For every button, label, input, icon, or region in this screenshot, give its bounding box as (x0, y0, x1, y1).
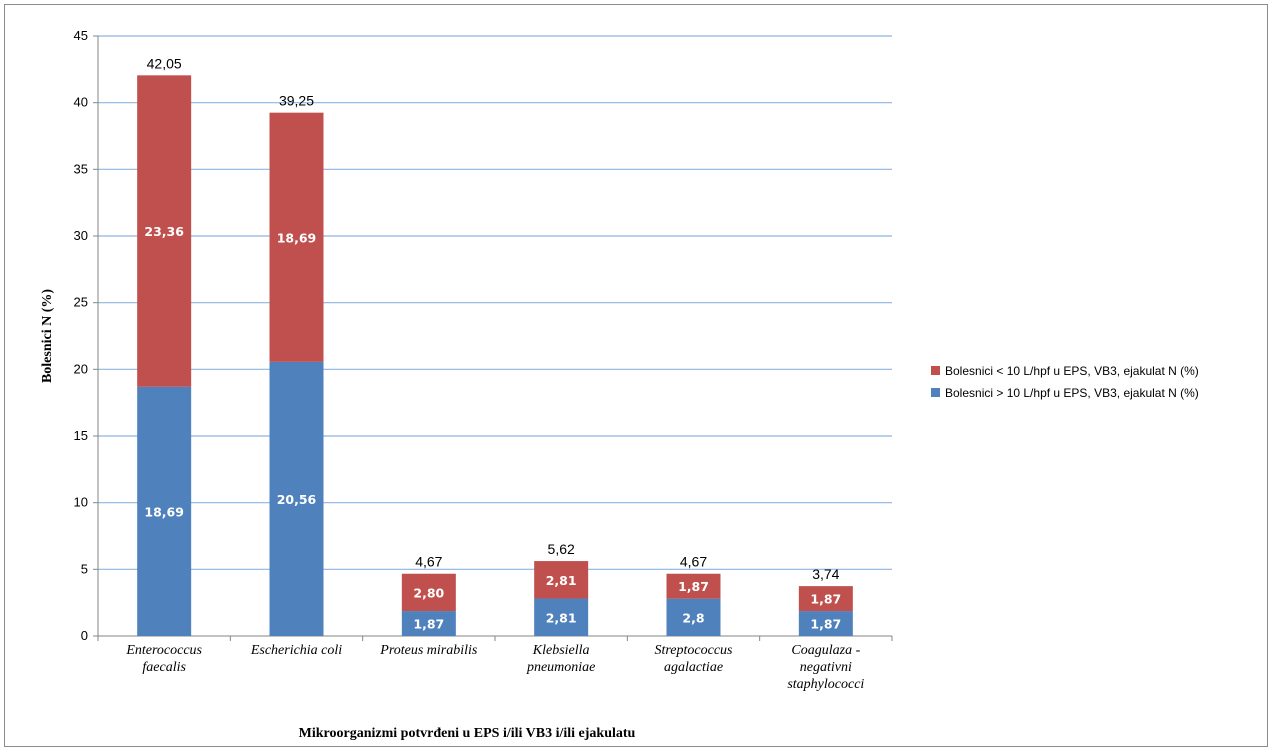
total-value-label: 5,62 (548, 541, 575, 557)
category-label: faecalis (142, 660, 186, 675)
segment-value-label: 20,56 (277, 492, 317, 507)
segment-value-label: 2,8 (682, 610, 704, 625)
x-axis-title: Mikroorganizmi potvrđeni u EPS i/ili VB3… (299, 726, 636, 741)
bar-segment (534, 598, 589, 636)
category-label: Streptococcus (654, 643, 733, 658)
bar-segment (269, 112, 324, 362)
y-tick-label: 5 (81, 561, 88, 576)
y-tick-label: 25 (74, 295, 88, 310)
segment-value-label: 18,69 (277, 230, 317, 245)
y-tick-label: 0 (81, 628, 88, 643)
category-label: agalactiae (664, 660, 723, 675)
total-value-label: 4,67 (415, 554, 442, 570)
total-value-label: 4,67 (680, 554, 707, 570)
segment-value-label: 1,87 (413, 617, 444, 632)
legend-entry: Bolesnici < 10 L/hpf u EPS, VB3, ejakula… (945, 364, 1199, 378)
legend-swatch (931, 366, 940, 375)
segment-value-label: 23,36 (144, 224, 184, 239)
total-value-label: 42,05 (147, 55, 182, 71)
segment-value-label: 1,87 (810, 617, 841, 632)
category-label: Escherichia coli (250, 643, 342, 658)
y-tick-label: 35 (74, 161, 88, 176)
category-label: negativni (800, 660, 852, 675)
bar-segment (798, 611, 853, 636)
category-label: staphylococci (787, 677, 864, 692)
stacked-bar-chart: 0 5 10 15 20 25 30 35 40 45 18,69 23,36 42,05 Enteroc… (40, 28, 1199, 741)
bar-segment (137, 386, 192, 636)
bar-segment (269, 361, 324, 636)
category-label: Enterococcus (125, 643, 202, 658)
chart-frame: 0 5 10 15 20 25 30 35 40 45 18,69 23,36 42,05 Enteroc… (4, 4, 1268, 747)
y-tick-label: 45 (74, 28, 88, 43)
category-label: pneumoniae (526, 660, 595, 675)
bar-segment (798, 586, 853, 612)
segment-value-label: 2,81 (546, 573, 577, 588)
bar-segment (401, 573, 456, 612)
bar-segment (137, 75, 192, 387)
y-tick-label: 10 (74, 495, 88, 510)
bar-segment (534, 561, 589, 599)
segment-value-label: 1,87 (678, 579, 709, 594)
y-tick-label: 20 (74, 361, 88, 376)
segment-value-label: 2,81 (546, 610, 577, 625)
total-value-label: 39,25 (279, 93, 314, 109)
y-tick-label: 15 (74, 428, 88, 443)
bar-segment (666, 573, 721, 599)
y-axis-title: Bolesnici N (%) (40, 289, 55, 383)
category-label: Coagulaza - (791, 643, 860, 658)
bar-segment (666, 598, 721, 636)
legend-swatch (931, 388, 940, 397)
y-tick-label: 30 (74, 228, 88, 243)
category-label: Klebsiella (532, 643, 590, 658)
segment-value-label: 18,69 (144, 504, 184, 519)
segment-value-label: 1,87 (810, 592, 841, 607)
segment-value-label: 2,80 (413, 585, 444, 600)
total-value-label: 3,74 (812, 566, 839, 582)
category-label: Proteus mirabilis (379, 643, 478, 658)
legend-entry: Bolesnici > 10 L/hpf u EPS, VB3, ejakula… (945, 386, 1199, 400)
y-tick-label: 40 (74, 95, 88, 110)
bar-segment (401, 611, 456, 636)
